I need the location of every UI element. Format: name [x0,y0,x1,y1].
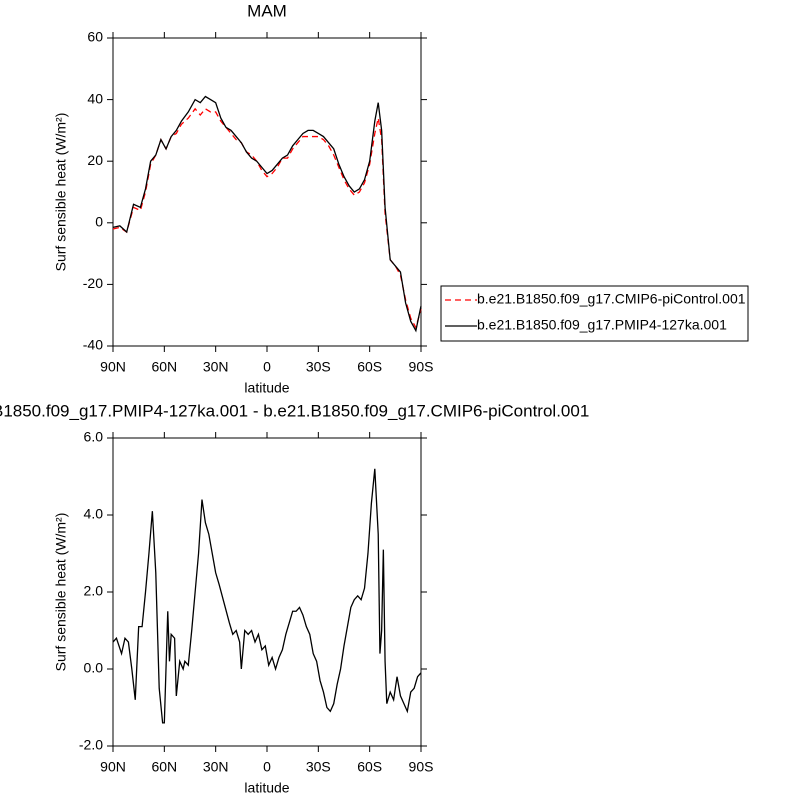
y-tick-label: 20 [87,152,103,168]
x-tick-label: 30N [203,359,229,375]
x-tick-label: 90S [409,759,434,775]
data-line [112,107,422,330]
y-tick-label: 0 [95,214,103,230]
x-tick-label: 30S [306,359,331,375]
x-tick-label: 30S [306,759,331,775]
legend-label: b.e21.B1850.f09_g17.CMIP6-piControl.001 [477,291,746,307]
x-tick-label: 90S [409,359,434,375]
plot-frame [112,37,422,347]
y-tick-label: 6.0 [84,429,104,445]
x-tick-label: 0 [263,759,271,775]
y-tick-label: -40 [83,337,103,353]
y-tick-label: 0.0 [84,660,104,676]
x-axis-label: latitude [244,780,289,796]
x-tick-label: 60S [357,759,382,775]
legend-box [440,285,749,342]
y-tick-label: 60 [87,29,103,45]
x-tick-label: 0 [263,359,271,375]
y-tick-label: -20 [83,275,103,291]
x-tick-label: 60N [151,359,177,375]
x-tick-label: 90N [100,359,126,375]
x-tick-label: 90N [100,759,126,775]
y-tick-label: -2.0 [79,737,103,753]
data-line [112,95,422,333]
y-tick-label: 40 [87,90,103,106]
x-tick-label: 60N [151,759,177,775]
y-tick-label: 2.0 [84,583,104,599]
y-axis-label: Surf sensible heat (W/m²) [53,513,69,672]
chart-title: b.e21.B1850.f09_g17.PMIP4-127ka.001 - b.… [0,401,589,420]
chart-title: MAM [247,1,287,20]
data-line [112,468,422,724]
x-tick-label: 30N [203,759,229,775]
y-axis-label: Surf sensible heat (W/m²) [53,113,69,272]
x-tick-label: 60S [357,359,382,375]
legend-label: b.e21.B1850.f09_g17.PMIP4-127ka.001 [477,317,727,333]
y-tick-label: 4.0 [84,506,104,522]
x-axis-label: latitude [244,380,289,396]
plot-frame [112,437,422,747]
